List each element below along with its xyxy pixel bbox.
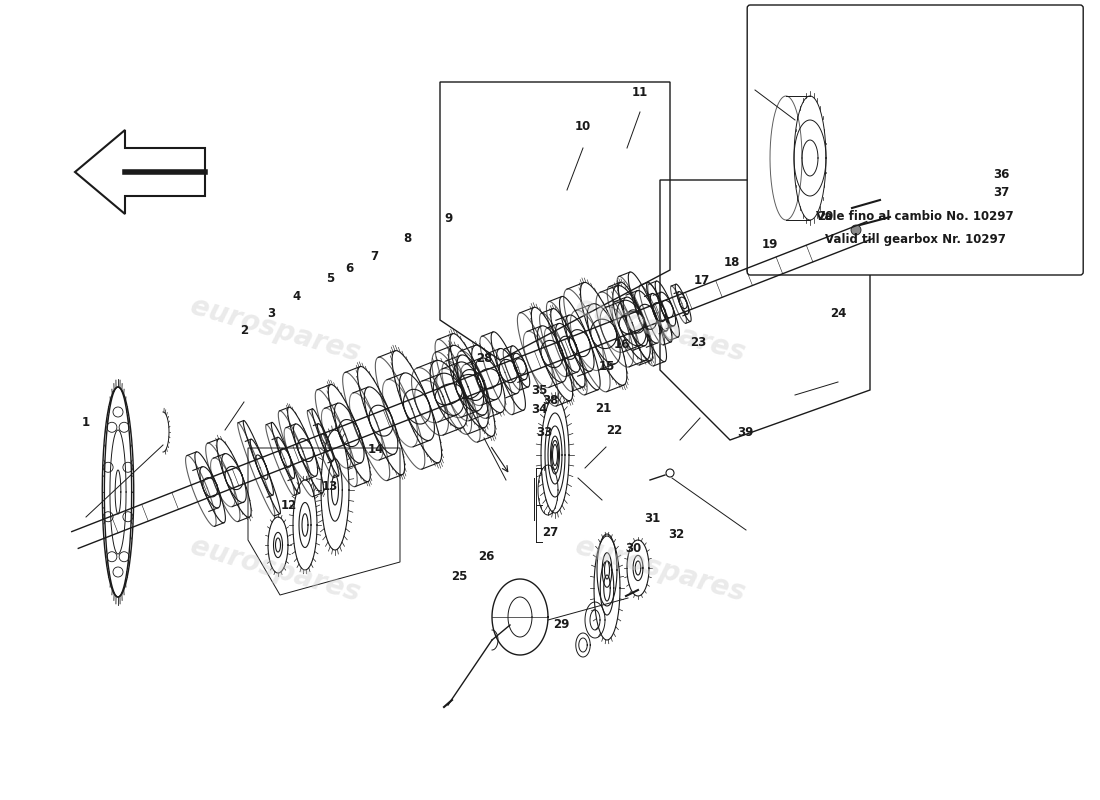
Text: 22: 22 bbox=[606, 424, 621, 437]
Text: 28: 28 bbox=[476, 352, 492, 365]
Text: 38: 38 bbox=[542, 394, 558, 406]
Text: 10: 10 bbox=[575, 120, 591, 133]
Text: 33: 33 bbox=[537, 426, 552, 438]
Text: 37: 37 bbox=[993, 186, 1009, 198]
FancyBboxPatch shape bbox=[747, 5, 1084, 275]
Text: 31: 31 bbox=[645, 512, 660, 525]
Text: 23: 23 bbox=[691, 336, 706, 349]
Text: 8: 8 bbox=[403, 232, 411, 245]
Text: 18: 18 bbox=[724, 256, 739, 269]
Text: 7: 7 bbox=[370, 250, 378, 262]
Text: 17: 17 bbox=[694, 274, 710, 286]
Text: 30: 30 bbox=[626, 542, 641, 554]
Text: 14: 14 bbox=[368, 443, 384, 456]
Text: 11: 11 bbox=[632, 86, 648, 98]
Text: 29: 29 bbox=[553, 618, 569, 630]
Text: eurospares: eurospares bbox=[187, 292, 363, 368]
Text: 19: 19 bbox=[762, 238, 778, 250]
Text: 1: 1 bbox=[81, 416, 90, 429]
Text: eurospares: eurospares bbox=[187, 532, 363, 608]
Text: 20: 20 bbox=[817, 210, 833, 222]
Text: 2: 2 bbox=[240, 324, 249, 337]
Text: 39: 39 bbox=[738, 426, 754, 438]
Text: eurospares: eurospares bbox=[572, 292, 748, 368]
Text: 32: 32 bbox=[669, 528, 684, 541]
Text: 21: 21 bbox=[595, 402, 610, 414]
Text: 16: 16 bbox=[614, 338, 629, 350]
Text: 12: 12 bbox=[282, 499, 297, 512]
Text: 35: 35 bbox=[531, 384, 547, 397]
Text: 3: 3 bbox=[267, 307, 276, 320]
Text: 36: 36 bbox=[993, 168, 1009, 181]
Text: 6: 6 bbox=[345, 262, 354, 274]
Text: 26: 26 bbox=[478, 550, 494, 562]
Text: 27: 27 bbox=[542, 526, 558, 538]
Text: eurospares: eurospares bbox=[572, 532, 748, 608]
Text: 9: 9 bbox=[444, 212, 453, 225]
Text: 5: 5 bbox=[326, 272, 334, 285]
Circle shape bbox=[851, 225, 861, 235]
Text: 4: 4 bbox=[293, 290, 301, 302]
Text: 34: 34 bbox=[531, 403, 547, 416]
Text: 24: 24 bbox=[830, 307, 846, 320]
Text: Valid till gearbox Nr. 10297: Valid till gearbox Nr. 10297 bbox=[825, 234, 1005, 246]
Text: 25: 25 bbox=[452, 570, 468, 582]
Polygon shape bbox=[75, 130, 205, 214]
Text: 15: 15 bbox=[600, 360, 615, 373]
Text: 13: 13 bbox=[322, 480, 338, 493]
Text: Vale fino al cambio No. 10297: Vale fino al cambio No. 10297 bbox=[816, 210, 1014, 223]
